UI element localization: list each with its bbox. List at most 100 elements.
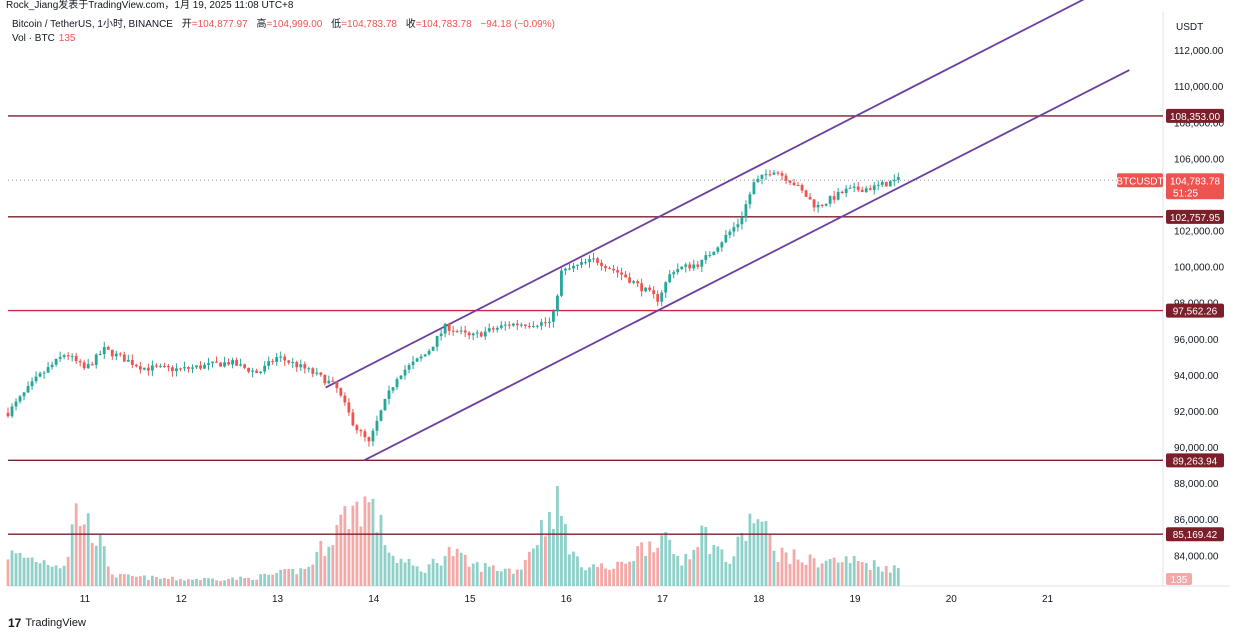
volume-bar [568,554,571,586]
volume-bar [632,560,636,586]
candle-body [243,364,247,368]
candle-body [42,372,46,374]
candle-body [207,363,210,365]
tradingview-brand: TradingView [25,617,86,629]
candle-body [30,381,34,387]
candle-body [511,323,515,326]
candle-body [812,199,816,208]
candle-body [363,431,367,438]
level-price-label: 89,263.94 [1173,456,1218,467]
candle-body [503,324,507,326]
candle-body [620,272,623,275]
candle-body [852,186,856,188]
volume-bar [844,556,848,586]
candle-body [748,194,752,205]
candle-body [259,371,263,374]
volume-bar [892,565,896,586]
candle-body [600,262,603,267]
candle-body [543,322,547,324]
candle-body [283,356,287,361]
volume-bar [70,524,74,586]
candle-body [800,185,804,191]
volume-bar [764,521,768,586]
trend-channel [325,0,1144,462]
candle-body [636,281,640,284]
volume-bar [94,545,98,586]
candle-body [479,332,483,337]
volume-label[interactable]: Vol · BTC [12,33,55,44]
candle-body [38,373,42,377]
volume-bar [138,576,142,586]
volume-bars [6,486,900,586]
time-tick-label: 13 [272,594,284,605]
candle-body [287,360,291,363]
volume-bar [359,526,363,586]
volume-bar [748,513,752,586]
volume-bar [620,561,623,586]
candle-body [696,264,700,267]
candle-body [102,346,106,355]
candle-body [142,367,146,370]
last-price-tag [1166,173,1224,200]
candle-body [331,380,335,382]
channel-trend-line[interactable] [363,69,1130,462]
volume-bar [584,570,587,586]
candle-body [134,364,138,367]
candle-body [560,270,563,296]
candle-body [94,354,98,365]
volume-bar [507,568,511,586]
time-axis-ticks[interactable]: 11 12 13 14 15 16 17 18 19 20 21 [80,594,1054,605]
volume-bar [90,542,94,586]
volume-bar [548,511,551,586]
volume-bar [788,563,792,586]
candle-body [98,354,102,356]
level-price-label: 108,353.00 [1170,112,1220,123]
candle-body [688,264,692,269]
volume-bar [403,562,407,586]
candle-body [26,386,30,393]
candle-body [126,359,130,362]
volume-bar [792,549,796,586]
candle-body [535,325,539,327]
candle-body [323,375,327,384]
candle-body [467,332,471,336]
level-price-label: 102,757.95 [1170,213,1220,224]
close-label: 收 [405,19,416,30]
volume-bar [684,554,688,586]
candle-body [632,281,636,283]
volume-bar [455,548,459,586]
volume-bar [784,552,788,586]
volume-bar [511,573,515,586]
symbol-tag-label: BTCUSDT [1116,176,1163,187]
volume-bar [447,546,451,586]
candle-body [415,358,419,362]
volume-bar [42,560,46,586]
volume-bar [552,528,555,586]
volume-bar [175,580,178,586]
volume-bar [580,567,583,586]
channel-trend-line[interactable] [325,0,1144,389]
volume-bar [491,565,495,586]
volume-bar [167,578,170,586]
candle-body [427,350,431,355]
volume-bar [195,578,198,586]
candle-body [407,365,411,370]
candle-body [872,185,876,190]
volume-bar [832,557,836,586]
symbol-description[interactable]: Bitcoin / TetherUS, 1小时, BINANCE [12,19,173,30]
volume-bar [319,540,323,586]
volume-bar [395,563,399,586]
volume-bar [391,555,395,586]
candle-body [62,355,66,358]
candle-body [556,295,559,311]
volume-bar [772,550,776,586]
candle-body [523,324,527,327]
volume-bar [355,501,359,586]
price-tick-label: 102,000.00 [1174,227,1224,238]
volume-bar [724,561,728,586]
volume-bar [884,566,888,586]
open-value: =104,877.97 [191,19,248,30]
candle-body [167,366,170,368]
volume-bar [848,563,852,586]
